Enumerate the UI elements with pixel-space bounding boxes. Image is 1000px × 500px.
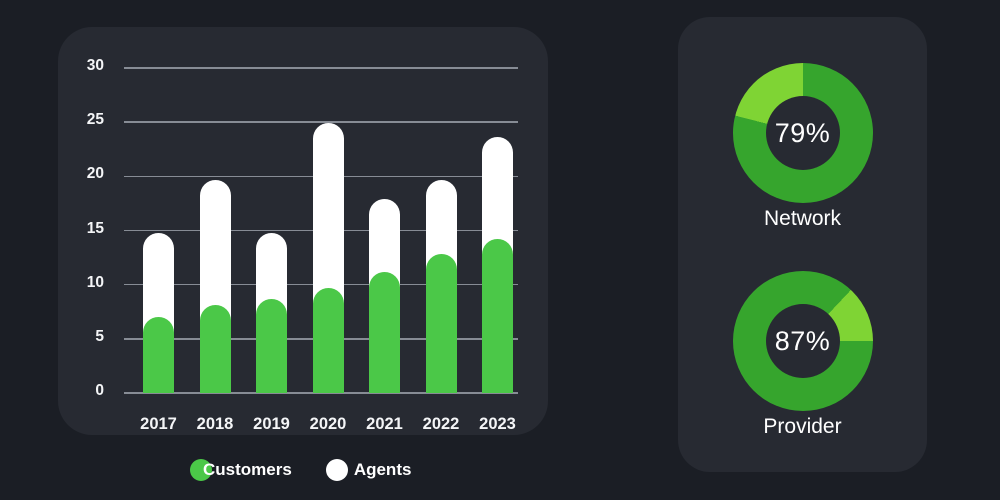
legend-label: Customers <box>203 460 292 479</box>
gridline-0 <box>124 392 518 394</box>
y-axis-tick-label: 0 <box>95 382 104 399</box>
x-axis-year-label: 2022 <box>422 415 460 433</box>
bar-chart-card: 0 5 10 15 20 25 30 2017 2018 2019 2020 2021 2022 202… <box>58 27 548 435</box>
donut-stats-card: 79% Network 87% Provider <box>678 17 927 472</box>
network-donut-percentage: 79% <box>774 117 831 148</box>
provider-donut-chart: 87% <box>732 271 873 411</box>
customers-bar-2022 <box>425 254 457 393</box>
provider-donut-label: Provider <box>763 415 842 438</box>
bar-group-2022 <box>425 179 457 393</box>
legend-item-customers: Customers <box>190 459 292 481</box>
x-axis-year-label: 2017 <box>140 415 177 433</box>
bar-group-2019 <box>256 232 287 393</box>
agents-legend-dot <box>325 459 348 481</box>
bar-group-2021 <box>369 199 400 393</box>
y-axis-tick-label: 15 <box>86 219 104 237</box>
network-donut-label: Network <box>763 207 842 230</box>
bar-group-2023 <box>482 137 513 393</box>
x-axis-year-label: 2023 <box>479 415 516 433</box>
x-axis-year-label: 2019 <box>253 415 290 433</box>
y-axis-tick-label: 5 <box>95 327 104 345</box>
x-axis-year-label: 2021 <box>366 415 403 433</box>
y-axis-tick-label: 10 <box>86 273 104 291</box>
x-axis-year-label: 2020 <box>309 415 347 433</box>
customers-bar-2019 <box>256 298 287 393</box>
customers-legend-dot <box>190 459 212 481</box>
network-donut-chart: 79% <box>732 63 873 203</box>
customers-bar-2017 <box>143 317 174 393</box>
gridline-30 <box>124 67 518 69</box>
customers-bar-2020 <box>312 287 344 393</box>
legend-label: Agents <box>353 460 412 479</box>
x-axis-year-label: 2018 <box>196 415 234 433</box>
legend: Customers Agents <box>190 458 411 482</box>
y-axis-tick-label: 20 <box>86 165 104 183</box>
customers-bar-2021 <box>369 271 400 393</box>
y-axis-tick-label: 25 <box>86 111 104 129</box>
customers-bar-2023 <box>482 239 513 393</box>
y-axis-tick-label: 30 <box>86 57 104 74</box>
customers-bar-2018 <box>199 305 231 393</box>
bar-group-2020 <box>312 123 344 393</box>
gridline-25 <box>124 121 518 123</box>
provider-donut-percentage: 87% <box>774 325 831 356</box>
bar-group-2017 <box>143 232 174 393</box>
network-donut-hole <box>765 96 840 170</box>
provider-donut-hole <box>765 304 840 378</box>
legend-item-agents: Agents <box>325 459 412 481</box>
bar-group-2018 <box>199 179 231 393</box>
